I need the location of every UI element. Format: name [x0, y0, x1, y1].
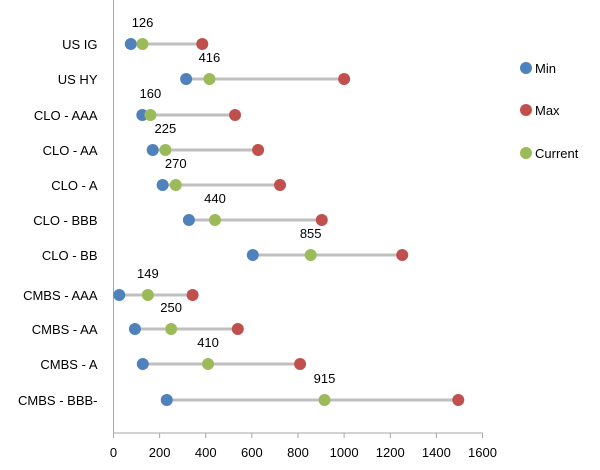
data-label: 126: [132, 15, 154, 30]
category-label: CMBS - AA: [32, 322, 98, 337]
point-current: [304, 249, 317, 261]
point-max: [338, 73, 351, 85]
data-label: 270: [165, 156, 187, 171]
point-max: [274, 179, 287, 191]
data-label: 160: [140, 86, 162, 101]
point-min: [160, 394, 173, 406]
point-current: [169, 179, 182, 191]
point-max: [186, 289, 199, 301]
point-min: [113, 289, 126, 301]
point-max: [315, 214, 328, 226]
point-max: [231, 323, 244, 335]
category-label: CLO - AA: [43, 143, 98, 158]
point-min: [246, 249, 259, 261]
point-current: [159, 144, 172, 156]
legend-label-max: Max: [535, 103, 560, 118]
point-max: [229, 109, 242, 121]
legend-marker-min: [520, 62, 532, 74]
point-min: [136, 358, 149, 370]
data-label: 855: [300, 226, 322, 241]
legend-label-min: Min: [535, 61, 556, 76]
x-tick-label: 0: [110, 445, 117, 460]
x-tick-label: 200: [149, 445, 171, 460]
point-min: [124, 38, 137, 50]
category-label: CLO - BB: [42, 248, 98, 263]
point-min: [180, 73, 193, 85]
x-tick-label: 400: [195, 445, 217, 460]
category-label: CMBS - BBB-: [18, 393, 97, 408]
category-label: CLO - AAA: [34, 108, 98, 123]
point-current: [318, 394, 331, 406]
legend-marker-current: [520, 147, 532, 159]
data-label: 440: [204, 191, 226, 206]
x-tick-label: 600: [241, 445, 263, 460]
point-max: [294, 358, 307, 370]
point-current: [203, 73, 216, 85]
data-label: 416: [199, 50, 221, 65]
point-max: [196, 38, 209, 50]
point-current: [136, 38, 149, 50]
category-label: CLO - A: [51, 178, 98, 193]
point-max: [252, 144, 265, 156]
data-label: 915: [314, 371, 336, 386]
x-tick-label: 1000: [330, 445, 359, 460]
category-label: CMBS - AAA: [23, 288, 98, 303]
point-max: [452, 394, 465, 406]
data-label: 225: [155, 121, 177, 136]
legend-label-current: Current: [535, 146, 579, 161]
point-min: [128, 323, 141, 335]
data-label: 250: [160, 300, 182, 315]
point-min: [182, 214, 195, 226]
point-max: [396, 249, 409, 261]
category-label: US HY: [58, 72, 98, 87]
x-tick-label: 1400: [422, 445, 451, 460]
x-tick-label: 800: [287, 445, 309, 460]
point-current: [165, 323, 178, 335]
point-current: [141, 289, 154, 301]
data-label: 149: [137, 266, 159, 281]
data-label: 410: [197, 335, 219, 350]
x-tick-label: 1600: [468, 445, 497, 460]
x-tick-label: 1200: [376, 445, 405, 460]
point-current: [144, 109, 157, 121]
point-min: [156, 179, 169, 191]
point-min: [146, 144, 159, 156]
category-label: US IG: [62, 37, 97, 52]
category-label: CMBS - A: [40, 357, 97, 372]
point-current: [208, 214, 221, 226]
point-current: [202, 358, 215, 370]
legend-marker-max: [520, 104, 532, 116]
category-label: CLO - BBB: [33, 213, 97, 228]
